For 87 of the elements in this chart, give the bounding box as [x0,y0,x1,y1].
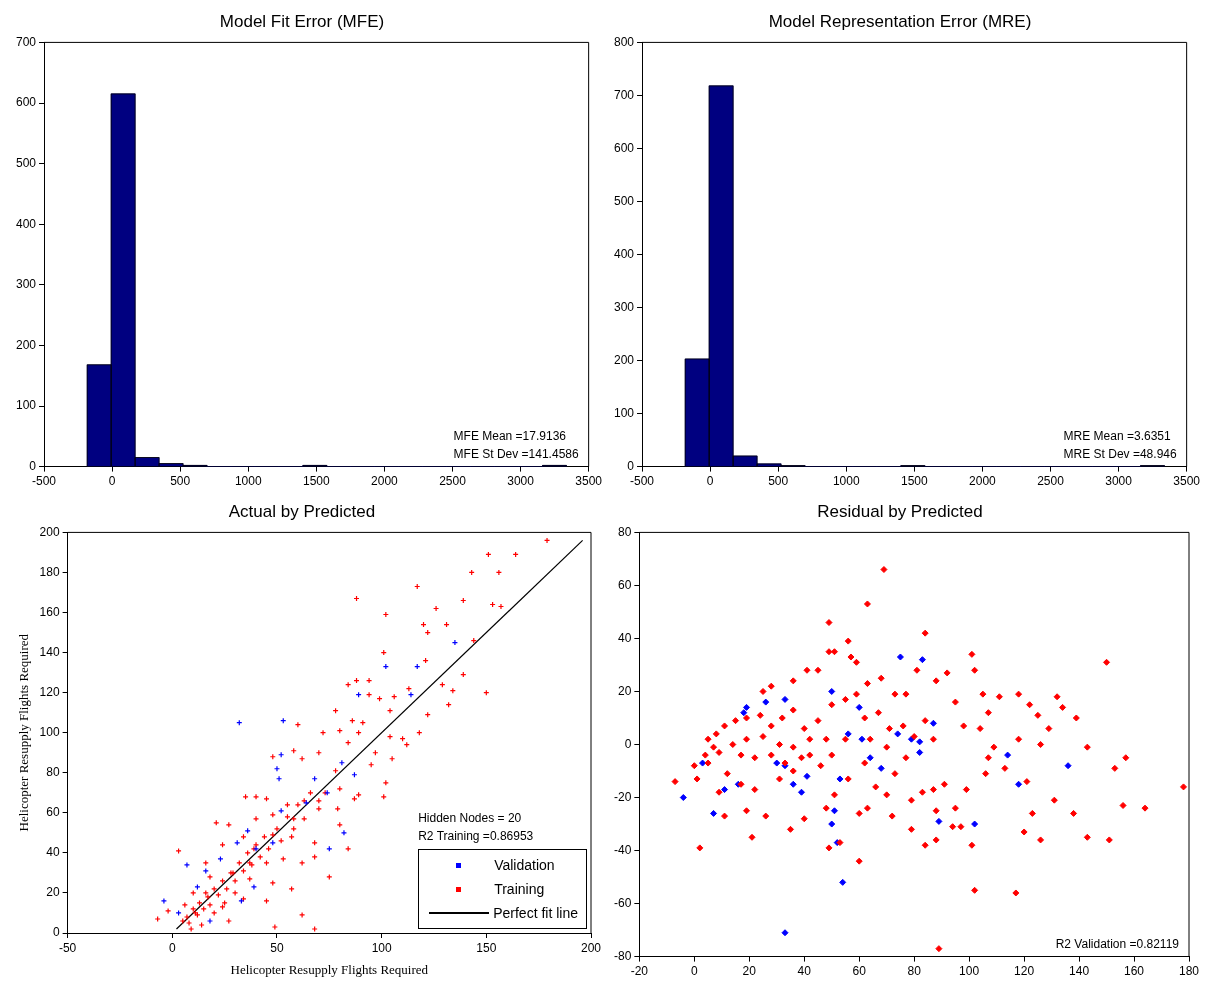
x-tick-label: 0 [690,964,698,979]
y-tick-label: 80 [617,524,632,539]
x-tick-label: 1500 [900,474,929,489]
y-tick-label: 600 [613,140,635,155]
y-tick-label: 180 [39,564,60,579]
y-tick-label: -20 [614,789,632,804]
y-tick-label: 40 [617,630,632,645]
x-tick-label: 1000 [234,474,262,489]
y-tick-label: 0 [29,458,37,473]
y-tick-label: -80 [614,948,632,963]
y-tick-label: 100 [39,725,60,740]
y-tick-label: 600 [15,95,37,110]
y-tick-label: 300 [613,299,635,314]
y-tick-label: 500 [15,155,37,170]
y-tick-label: 120 [39,684,60,699]
y-tick-label: 800 [613,34,635,49]
x-tick-label: 1500 [302,474,331,489]
x-axis-title: Helicopter Resupply Flights Required [230,961,429,977]
y-tick-label: 160 [39,604,60,619]
y-tick-label: -40 [614,842,632,857]
x-tick-label: 50 [270,940,284,955]
y-tick-label: 300 [15,277,37,292]
y-tick-label: 200 [39,524,60,539]
y-tick-label: 700 [613,87,635,102]
y-tick-label: 200 [15,337,37,352]
x-tick-label: 160 [1124,964,1145,979]
annotation: MRE Mean =3.6351 [1063,427,1172,445]
y-tick-label: 400 [15,216,37,231]
y-tick-label: 60 [617,577,632,592]
chart-title: Model Representation Error (MRE) [768,11,1032,31]
y-tick-label: 20 [46,885,60,900]
y-tick-label: 20 [617,683,632,698]
x-tick-label: 0 [706,474,714,489]
y-tick-label: 700 [15,34,37,49]
y-tick-label: 0 [627,458,635,473]
y-tick-label: -60 [614,895,632,910]
x-tick-label: 2000 [371,474,399,489]
x-tick-label: 40 [797,964,812,979]
x-tick-label: -500 [630,474,655,489]
y-tick-label: 0 [52,925,60,940]
x-tick-label: 0 [168,940,176,955]
x-tick-label: 120 [1014,964,1035,979]
x-tick-label: 1000 [832,474,860,489]
annotation: MFE Mean =17.9136 [453,427,567,445]
x-tick-label: 100 [371,940,392,955]
y-tick-label: 200 [613,352,635,367]
y-tick-label: 80 [46,765,60,780]
y-axis-title: Helicopter Resupply Flights Required [16,633,32,832]
x-tick-label: 500 [768,474,789,489]
x-tick-label: -500 [32,474,57,489]
y-tick-label: 400 [613,246,635,261]
x-tick-label: 140 [1069,964,1090,979]
x-tick-label: -50 [58,940,77,955]
x-tick-label: 500 [170,474,191,489]
x-tick-label: 60 [852,964,867,979]
annotation: R2 Validation =0.82119 [1055,935,1179,953]
legend-label: Validation [494,857,555,873]
x-tick-label: 200 [580,940,602,955]
x-tick-label: 2500 [1037,474,1065,489]
x-tick-label: 180 [1178,964,1200,979]
y-tick-label: 60 [46,805,60,820]
chart-title: Model Fit Error (MFE) [219,11,385,31]
y-tick-label: 100 [613,405,635,420]
x-tick-label: 20 [742,964,757,979]
x-tick-label: 80 [907,964,922,979]
annotation: MRE St Dev =48.946 [1063,445,1177,463]
x-tick-label: 3000 [507,474,535,489]
y-tick-label: 500 [613,193,635,208]
y-tick-label: 140 [39,644,60,659]
y-tick-label: 40 [46,845,60,860]
x-tick-label: 2000 [969,474,997,489]
x-tick-label: 3000 [1105,474,1133,489]
x-tick-label: 3500 [1173,474,1201,489]
annotation: MFE St Dev =141.4586 [453,445,579,463]
y-tick-label: 0 [624,736,632,751]
x-tick-label: 3500 [575,474,603,489]
chart-title: Actual by Predicted [228,501,376,521]
x-tick-label: 0 [108,474,116,489]
legend-label: Training [494,881,545,897]
x-tick-label: 100 [959,964,980,979]
annotation: Hidden Nodes = 20 [418,810,523,827]
x-tick-label: 150 [476,940,497,955]
annotation: R2 Training =0.86953 [418,828,534,845]
y-tick-label: 100 [15,398,37,413]
chart-title: Residual by Predicted [817,501,983,521]
x-tick-label: 2500 [439,474,467,489]
legend-label: Perfect fit line [493,905,578,921]
